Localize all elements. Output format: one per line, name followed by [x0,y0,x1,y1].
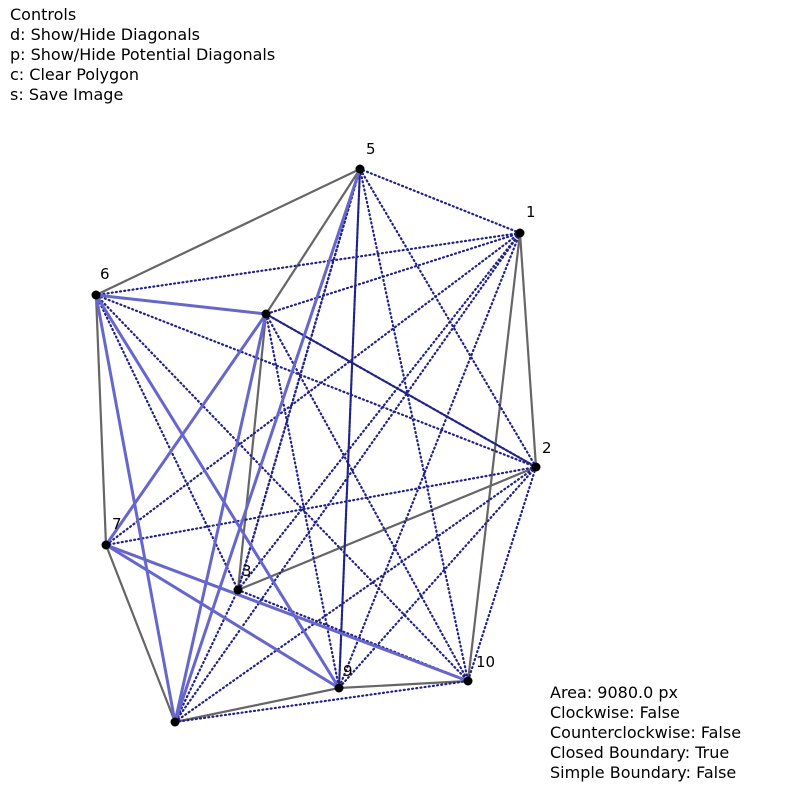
potential-diagonal [94,293,470,683]
diagonal [94,293,341,690]
vertex-point[interactable] [463,676,473,686]
potential-diagonal [337,465,538,690]
potential-diagonal [94,293,240,592]
vertex-point[interactable] [91,290,101,300]
vertex-labels: 1 2 3 5 6 7 9 10 [100,140,552,680]
boundary-edge [337,679,470,690]
potential-diagonal [264,312,538,469]
vertex-point[interactable] [355,164,365,174]
closed-boundary-readout: Closed Boundary: True [550,743,730,762]
vertex-point[interactable] [515,228,525,238]
vertex-label: 7 [112,515,122,533]
potential-diagonal [264,312,470,683]
diagonal [104,312,268,547]
diagonal [94,293,268,316]
control-toggle-potential-diagonals: p: Show/Hide Potential Diagonals [10,45,276,64]
vertex-label: 5 [366,140,376,158]
diagonal [173,167,362,724]
vertex-point[interactable] [233,585,243,595]
diagonal [173,312,268,724]
vertex-label: 3 [242,562,252,580]
boundary-edge [94,167,362,297]
diagonal [104,543,470,683]
boundary-edge [236,465,538,592]
control-save-image: s: Save Image [10,85,124,104]
potential-diagonal [358,167,538,469]
control-clear-polygon: c: Clear Polygon [10,65,140,84]
vertex-label: 6 [100,265,110,283]
vertices [91,164,541,727]
diagonals [94,167,470,724]
potential-diagonal [173,465,538,724]
potential-diagonals [94,167,538,724]
potential-diagonal [104,231,522,547]
potential-diagonal [236,231,522,592]
boundary-edge [264,167,362,316]
vertex-point[interactable] [334,683,344,693]
simple-boundary-readout: Simple Boundary: False [550,763,737,782]
clockwise-readout: Clockwise: False [550,703,680,722]
potential-diagonal [264,312,341,690]
potential-diagonal [173,588,240,724]
potential-diagonal [337,231,522,690]
boundary-edge [518,231,538,469]
stats-panel: Area: 9080.0 px Clockwise: False Counter… [550,683,741,783]
potential-diagonal [358,167,470,683]
vertex-point[interactable] [101,540,111,550]
boundary-edge [104,543,177,724]
diagonal [104,543,341,690]
potential-diagonal [264,231,522,316]
potential-diagonal [104,465,538,547]
vertex-point[interactable] [170,717,180,727]
potential-diagonal [337,167,362,690]
diagonal [94,293,177,724]
boundary-edge [466,231,522,683]
counterclockwise-readout: Counterclockwise: False [550,723,742,742]
potential-diagonal [236,167,362,592]
area-readout: Area: 9080.0 px [550,683,678,702]
controls-panel: Controls d: Show/Hide Diagonals p: Show/… [10,5,275,105]
boundary-edges [94,167,538,724]
boundary-edge [173,686,341,724]
vertex-label: 10 [476,653,495,671]
vertex-label: 1 [526,203,536,221]
potential-diagonal [173,679,470,724]
vertex-label: 2 [542,439,552,457]
vertex-point[interactable] [531,462,541,472]
potential-diagonal [358,167,522,235]
boundary-edge [94,293,108,547]
vertex-label: 9 [343,662,353,680]
vertex-point[interactable] [261,309,271,319]
potential-diagonal [466,465,538,683]
controls-title: Controls [10,5,77,24]
potential-diagonal [94,231,522,297]
control-toggle-diagonals: d: Show/Hide Diagonals [10,25,200,44]
potential-diagonal [94,293,538,469]
